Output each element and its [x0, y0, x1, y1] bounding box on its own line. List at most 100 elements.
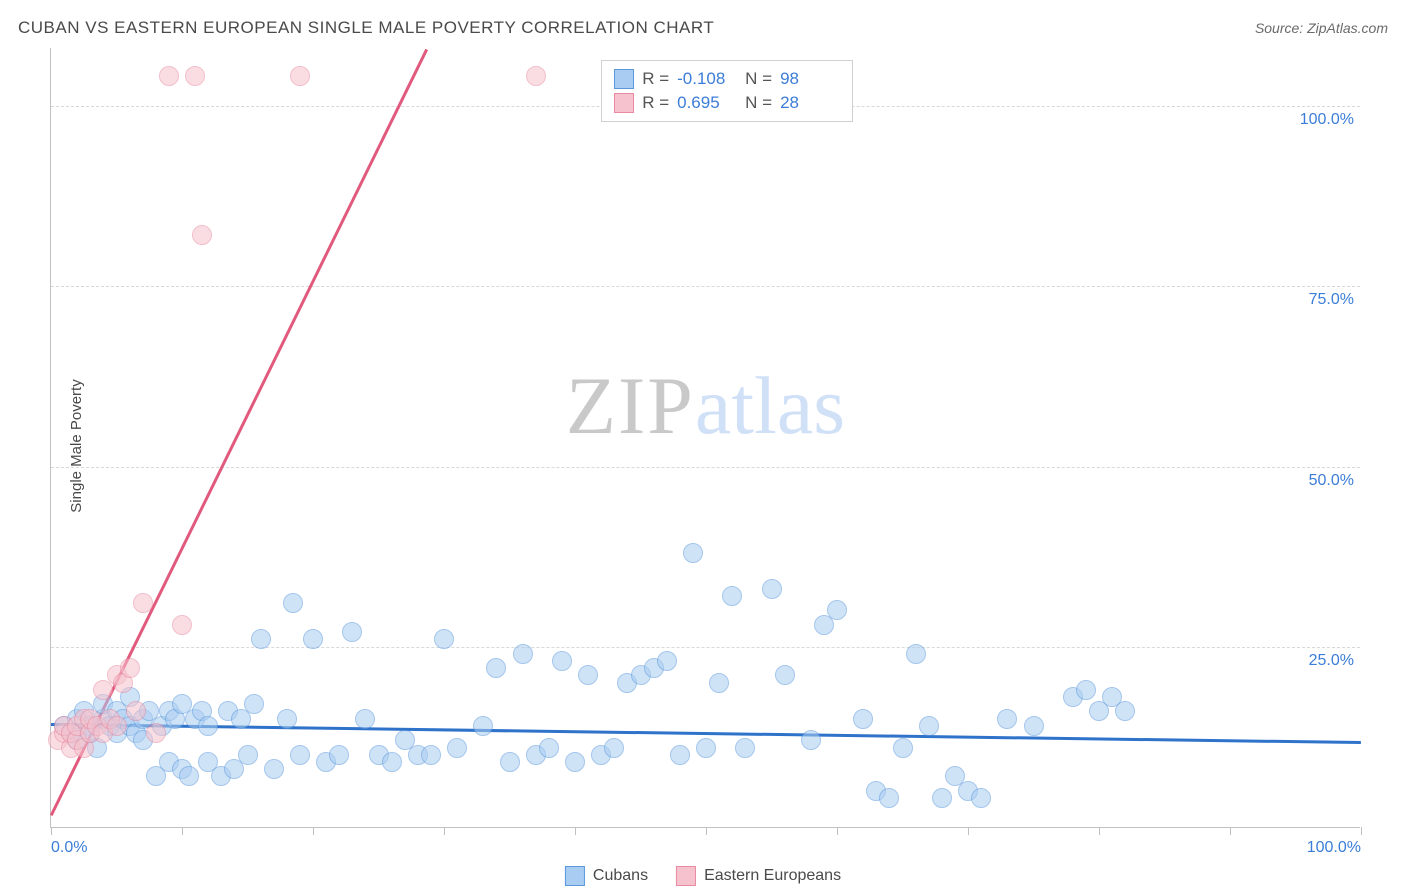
source-attribution: Source: ZipAtlas.com [1255, 20, 1388, 36]
data-point [107, 716, 127, 736]
stats-row: R = -0.108 N = 98 [614, 67, 840, 91]
stats-row: R = 0.695 N = 28 [614, 91, 840, 115]
data-point [290, 745, 310, 765]
legend-label-eastern-europeans: Eastern Europeans [704, 867, 841, 885]
xtick [1230, 827, 1231, 835]
data-point [539, 738, 559, 758]
swatch-eastern-europeans [676, 866, 696, 886]
gridline [51, 467, 1360, 468]
data-point [283, 593, 303, 613]
xtick [575, 827, 576, 835]
data-point [179, 766, 199, 786]
data-point [893, 738, 913, 758]
ytick-label: 75.0% [1309, 291, 1362, 309]
data-point [513, 644, 533, 664]
data-point [126, 701, 146, 721]
data-point [277, 709, 297, 729]
data-point [303, 629, 323, 649]
data-point [1076, 680, 1096, 700]
data-point [762, 579, 782, 599]
stat-r-value: -0.108 [677, 69, 737, 89]
stats-legend: R = -0.108 N = 98 R = 0.695 N = 28 [601, 60, 853, 122]
swatch-cubans [565, 866, 585, 886]
stat-n-label: N = [745, 93, 772, 113]
plot-region: ZIPatlas 25.0%50.0%75.0%100.0%0.0%100.0%… [50, 48, 1360, 828]
data-point [879, 788, 899, 808]
data-point [722, 586, 742, 606]
data-point [192, 225, 212, 245]
data-point [827, 600, 847, 620]
chart-title: CUBAN VS EASTERN EUROPEAN SINGLE MALE PO… [18, 18, 714, 38]
series-legend: Cubans Eastern Europeans [565, 866, 841, 886]
xtick [1099, 827, 1100, 835]
ytick-label: 25.0% [1309, 652, 1362, 670]
data-point [355, 709, 375, 729]
data-point [329, 745, 349, 765]
data-point [146, 723, 166, 743]
xtick [51, 827, 52, 835]
chart-header: CUBAN VS EASTERN EUROPEAN SINGLE MALE PO… [18, 18, 1388, 38]
data-point [1024, 716, 1044, 736]
data-point [578, 665, 598, 685]
xtick [706, 827, 707, 835]
data-point [133, 593, 153, 613]
data-point [919, 716, 939, 736]
xtick [182, 827, 183, 835]
data-point [971, 788, 991, 808]
stats-swatch [614, 93, 634, 113]
legend-item-eastern-europeans: Eastern Europeans [676, 866, 841, 886]
watermark-zip: ZIP [566, 360, 695, 451]
data-point [657, 651, 677, 671]
stat-r-value: 0.695 [677, 93, 737, 113]
gridline [51, 286, 1360, 287]
data-point [251, 629, 271, 649]
data-point [172, 615, 192, 635]
data-point [264, 759, 284, 779]
stat-r-label: R = [642, 69, 669, 89]
data-point [552, 651, 572, 671]
data-point [238, 745, 258, 765]
xtick [968, 827, 969, 835]
data-point [473, 716, 493, 736]
data-point [500, 752, 520, 772]
source-prefix: Source: [1255, 20, 1307, 36]
data-point [526, 66, 546, 86]
data-point [421, 745, 441, 765]
watermark: ZIPatlas [566, 359, 845, 453]
data-point [159, 66, 179, 86]
data-point [486, 658, 506, 678]
legend-label-cubans: Cubans [593, 867, 648, 885]
ytick-label: 50.0% [1309, 472, 1362, 490]
data-point [604, 738, 624, 758]
data-point [775, 665, 795, 685]
data-point [447, 738, 467, 758]
stat-n-label: N = [745, 69, 772, 89]
data-point [198, 716, 218, 736]
stats-swatch [614, 69, 634, 89]
source-name: ZipAtlas.com [1307, 20, 1388, 36]
chart-area: ZIPatlas 25.0%50.0%75.0%100.0%0.0%100.0%… [50, 48, 1360, 828]
data-point [853, 709, 873, 729]
data-point [709, 673, 729, 693]
xtick [313, 827, 314, 835]
xtick-label: 100.0% [1307, 839, 1361, 857]
ytick-label: 100.0% [1300, 111, 1362, 129]
stat-n-value: 98 [780, 69, 840, 89]
xtick-label: 0.0% [51, 839, 87, 857]
data-point [1115, 701, 1135, 721]
data-point [801, 730, 821, 750]
data-point [683, 543, 703, 563]
data-point [670, 745, 690, 765]
data-point [290, 66, 310, 86]
data-point [735, 738, 755, 758]
data-point [434, 629, 454, 649]
stat-n-value: 28 [780, 93, 840, 113]
data-point [906, 644, 926, 664]
stat-r-label: R = [642, 93, 669, 113]
data-point [120, 658, 140, 678]
data-point [185, 66, 205, 86]
data-point [382, 752, 402, 772]
gridline [51, 647, 1360, 648]
watermark-atlas: atlas [695, 360, 845, 451]
xtick [444, 827, 445, 835]
